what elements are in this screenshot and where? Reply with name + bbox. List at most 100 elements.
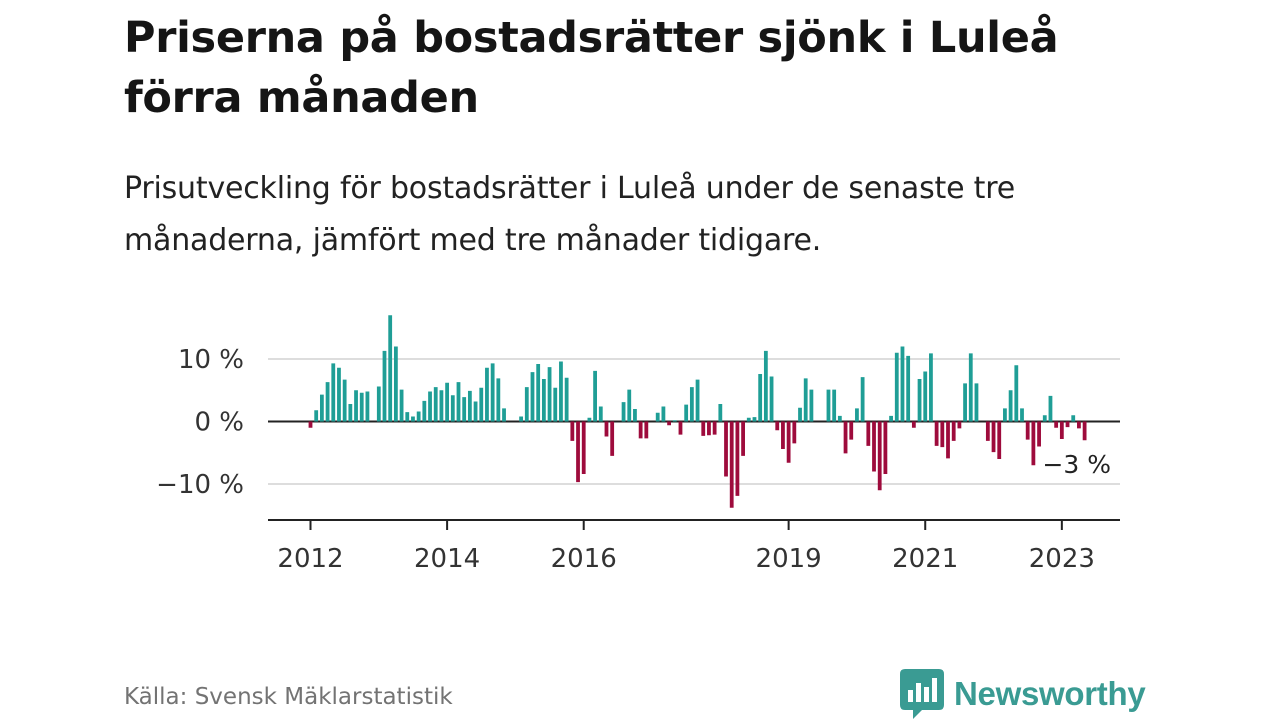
bar — [661, 406, 666, 422]
bar — [354, 390, 358, 422]
bar — [963, 383, 967, 422]
bar — [957, 421, 962, 429]
bar — [388, 315, 393, 422]
bar — [707, 421, 711, 436]
bar — [667, 421, 671, 426]
bar — [985, 421, 990, 441]
bar — [752, 417, 757, 422]
bar — [456, 382, 461, 422]
bar — [314, 410, 319, 422]
bar — [849, 421, 854, 440]
bar — [439, 390, 444, 422]
bar — [889, 415, 893, 422]
bar — [906, 355, 911, 422]
source-note: Källa: Svensk Mäklarstatistik — [124, 684, 453, 710]
bar — [621, 402, 626, 422]
bar — [581, 421, 586, 474]
bar — [655, 412, 660, 422]
bar — [422, 400, 427, 422]
bar — [798, 407, 802, 422]
bar — [331, 363, 336, 422]
bar — [832, 389, 837, 422]
bar — [883, 421, 888, 474]
bar — [729, 421, 734, 508]
bar — [570, 421, 575, 441]
bar — [348, 404, 353, 422]
bar — [894, 352, 899, 422]
bar — [877, 421, 882, 491]
bar — [917, 379, 922, 422]
bar — [701, 421, 706, 436]
bar — [530, 372, 535, 422]
bar — [496, 378, 501, 422]
bar — [376, 386, 381, 422]
bar — [467, 390, 472, 422]
bar — [553, 387, 558, 422]
bar — [940, 421, 945, 448]
bar — [968, 353, 973, 422]
bar — [633, 409, 637, 422]
chart-subtitle: Prisutveckling för bostadsrätter i Luleå… — [124, 171, 1015, 258]
bar — [923, 371, 928, 422]
bar — [1008, 390, 1013, 422]
bar — [718, 404, 723, 422]
bar — [1020, 408, 1024, 422]
bar — [485, 367, 489, 422]
bar — [951, 421, 956, 441]
bar — [1059, 421, 1064, 439]
bar — [689, 387, 694, 422]
bar — [900, 346, 905, 422]
bar — [1031, 421, 1036, 466]
last-value-label: −3 % — [1042, 450, 1111, 479]
bar — [826, 389, 831, 422]
bar — [644, 421, 649, 439]
bar — [365, 391, 370, 422]
bar — [809, 389, 814, 422]
x-tick-label: 2014 — [414, 544, 480, 574]
bar — [1003, 408, 1007, 422]
bar — [319, 394, 324, 422]
bar — [337, 367, 341, 422]
y-tick-label: 10 % — [178, 345, 244, 375]
bar — [758, 374, 763, 422]
bar — [393, 346, 398, 422]
bar — [991, 421, 996, 453]
bar — [786, 421, 791, 463]
newsworthy-logo: Newsworthy — [900, 669, 1146, 719]
bar — [433, 387, 438, 422]
bar — [684, 404, 689, 422]
bar — [1071, 415, 1076, 422]
bar — [405, 412, 410, 422]
bar — [781, 421, 785, 449]
bar — [974, 383, 979, 422]
bar — [735, 421, 740, 496]
bar — [911, 421, 916, 428]
bar — [638, 421, 643, 439]
bar — [462, 397, 467, 422]
bar — [1042, 415, 1047, 422]
bar — [855, 408, 859, 422]
x-tick-label: 2019 — [756, 544, 822, 574]
bar — [490, 363, 495, 422]
bar — [678, 421, 683, 435]
bar — [479, 387, 484, 422]
bar — [1065, 421, 1070, 428]
bar — [604, 421, 609, 437]
y-tick-label: 0 % — [194, 408, 244, 438]
bar — [712, 421, 717, 435]
bar — [576, 421, 580, 483]
bar — [399, 389, 404, 422]
bar — [547, 367, 552, 422]
bar — [524, 387, 529, 422]
bar — [934, 421, 939, 446]
bar — [536, 364, 541, 422]
bar — [428, 391, 432, 422]
bar — [866, 421, 871, 446]
bar — [803, 378, 808, 422]
bar — [473, 401, 478, 422]
bar — [359, 392, 364, 422]
bar — [792, 421, 797, 444]
bar — [997, 421, 1002, 459]
bar — [837, 415, 842, 422]
